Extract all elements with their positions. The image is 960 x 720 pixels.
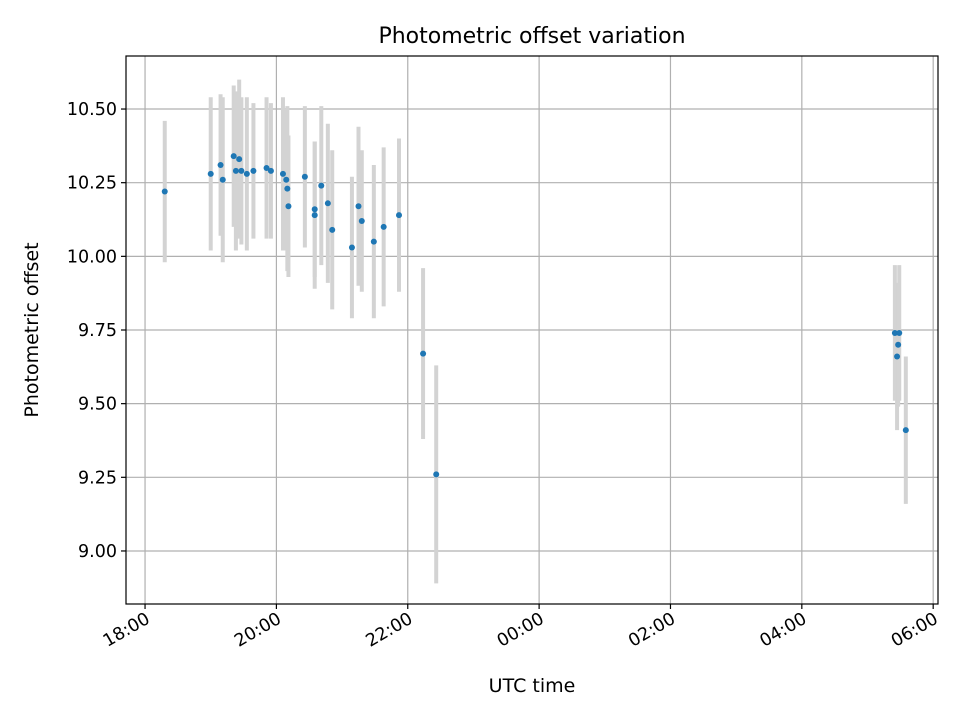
y-tick-label: 9.25	[78, 468, 117, 488]
data-point	[219, 176, 226, 183]
data-point	[161, 188, 168, 195]
data-point	[380, 223, 387, 230]
chart-title: Photometric offset variation	[378, 24, 685, 49]
data-point	[284, 185, 291, 192]
y-tick-label: 10.50	[67, 100, 117, 120]
data-point	[230, 153, 237, 160]
data-point	[358, 217, 365, 224]
x-tick-label: 00:00	[494, 609, 548, 652]
y-tick-label: 9.50	[78, 395, 117, 415]
data-point	[311, 212, 318, 219]
data-point	[285, 203, 292, 210]
x-axis-ticks: 18:00 20:00 22:00 00:00 02:00 04:00 06:00	[100, 604, 942, 652]
data-point	[355, 203, 362, 210]
data-point	[311, 206, 318, 213]
data-point	[348, 244, 355, 251]
data-point	[232, 167, 239, 174]
y-tick-label: 10.00	[67, 247, 117, 267]
data-point	[420, 350, 427, 357]
data-point	[238, 167, 245, 174]
y-tick-label: 9.00	[78, 542, 117, 562]
data-point	[433, 471, 440, 478]
grid	[126, 56, 938, 604]
data-point	[894, 353, 901, 360]
x-tick-label: 06:00	[888, 609, 942, 652]
data-point	[895, 341, 902, 348]
x-tick-label: 20:00	[231, 609, 285, 652]
y-tick-label: 9.75	[78, 321, 117, 341]
data-point	[891, 329, 898, 336]
data-point	[324, 200, 331, 207]
data-point	[283, 176, 290, 183]
data-point	[243, 170, 250, 177]
y-axis-label: Photometric offset	[21, 242, 43, 417]
x-tick-label: 18:00	[100, 609, 154, 652]
data-point	[329, 226, 336, 233]
data-point	[217, 162, 224, 169]
data-point	[396, 212, 403, 219]
data-point	[207, 170, 214, 177]
data-point	[301, 173, 308, 180]
y-axis-ticks: 9.00 9.25 9.50 9.75 10.00 10.25 10.50	[67, 100, 126, 562]
data-point	[896, 329, 903, 336]
data-point	[236, 156, 243, 163]
data-point	[318, 182, 325, 189]
data-point	[370, 238, 377, 245]
y-tick-label: 10.25	[67, 174, 117, 194]
x-tick-label: 22:00	[363, 609, 417, 652]
data-points	[161, 153, 909, 478]
data-point	[267, 167, 274, 174]
data-point	[250, 167, 257, 174]
x-axis-label: UTC time	[489, 675, 576, 697]
data-point	[902, 427, 909, 434]
data-point	[263, 164, 270, 171]
data-point	[279, 170, 286, 177]
x-tick-label: 04:00	[757, 609, 811, 652]
x-tick-label: 02:00	[625, 609, 679, 652]
